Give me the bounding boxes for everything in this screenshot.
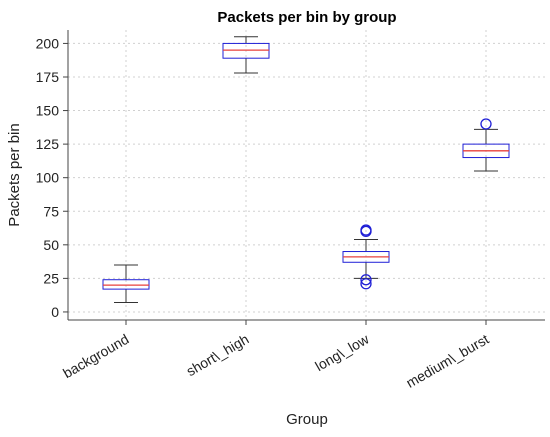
box-0	[102, 264, 150, 304]
box-2	[342, 224, 390, 290]
box-3	[462, 118, 510, 172]
outlier-point	[480, 118, 492, 130]
y-axis-label: Packets per bin	[6, 123, 23, 226]
outlier-point	[360, 278, 372, 290]
y-tick-label: 50	[43, 237, 59, 253]
grid	[68, 30, 545, 320]
box-1	[222, 36, 270, 74]
axes: 0 25 50 75 100 125 150 175 200 background short\_h…	[36, 30, 545, 391]
iqr-box	[102, 279, 150, 290]
y-tick-label: 75	[43, 203, 59, 219]
y-tick-label: 175	[36, 69, 60, 85]
outlier-point	[360, 224, 372, 236]
iqr-box	[222, 42, 270, 59]
y-tick-label: 125	[36, 136, 60, 152]
chart-title: Packets per bin by group	[217, 9, 396, 26]
x-tick-label: short\_high	[184, 331, 252, 379]
y-tick-label: 200	[36, 35, 60, 51]
boxes	[102, 36, 510, 304]
x-tick-label: medium\_burst	[403, 331, 491, 391]
y-tick-label: 0	[51, 304, 59, 320]
x-tick-label: background	[60, 331, 131, 381]
y-tick-label: 100	[36, 170, 60, 186]
y-tick-label: 25	[43, 270, 59, 286]
outlier-point	[360, 274, 372, 286]
y-tick-label: 150	[36, 103, 60, 119]
x-tick-label: long\_low	[312, 330, 372, 374]
x-axis-label: Group	[286, 411, 328, 428]
